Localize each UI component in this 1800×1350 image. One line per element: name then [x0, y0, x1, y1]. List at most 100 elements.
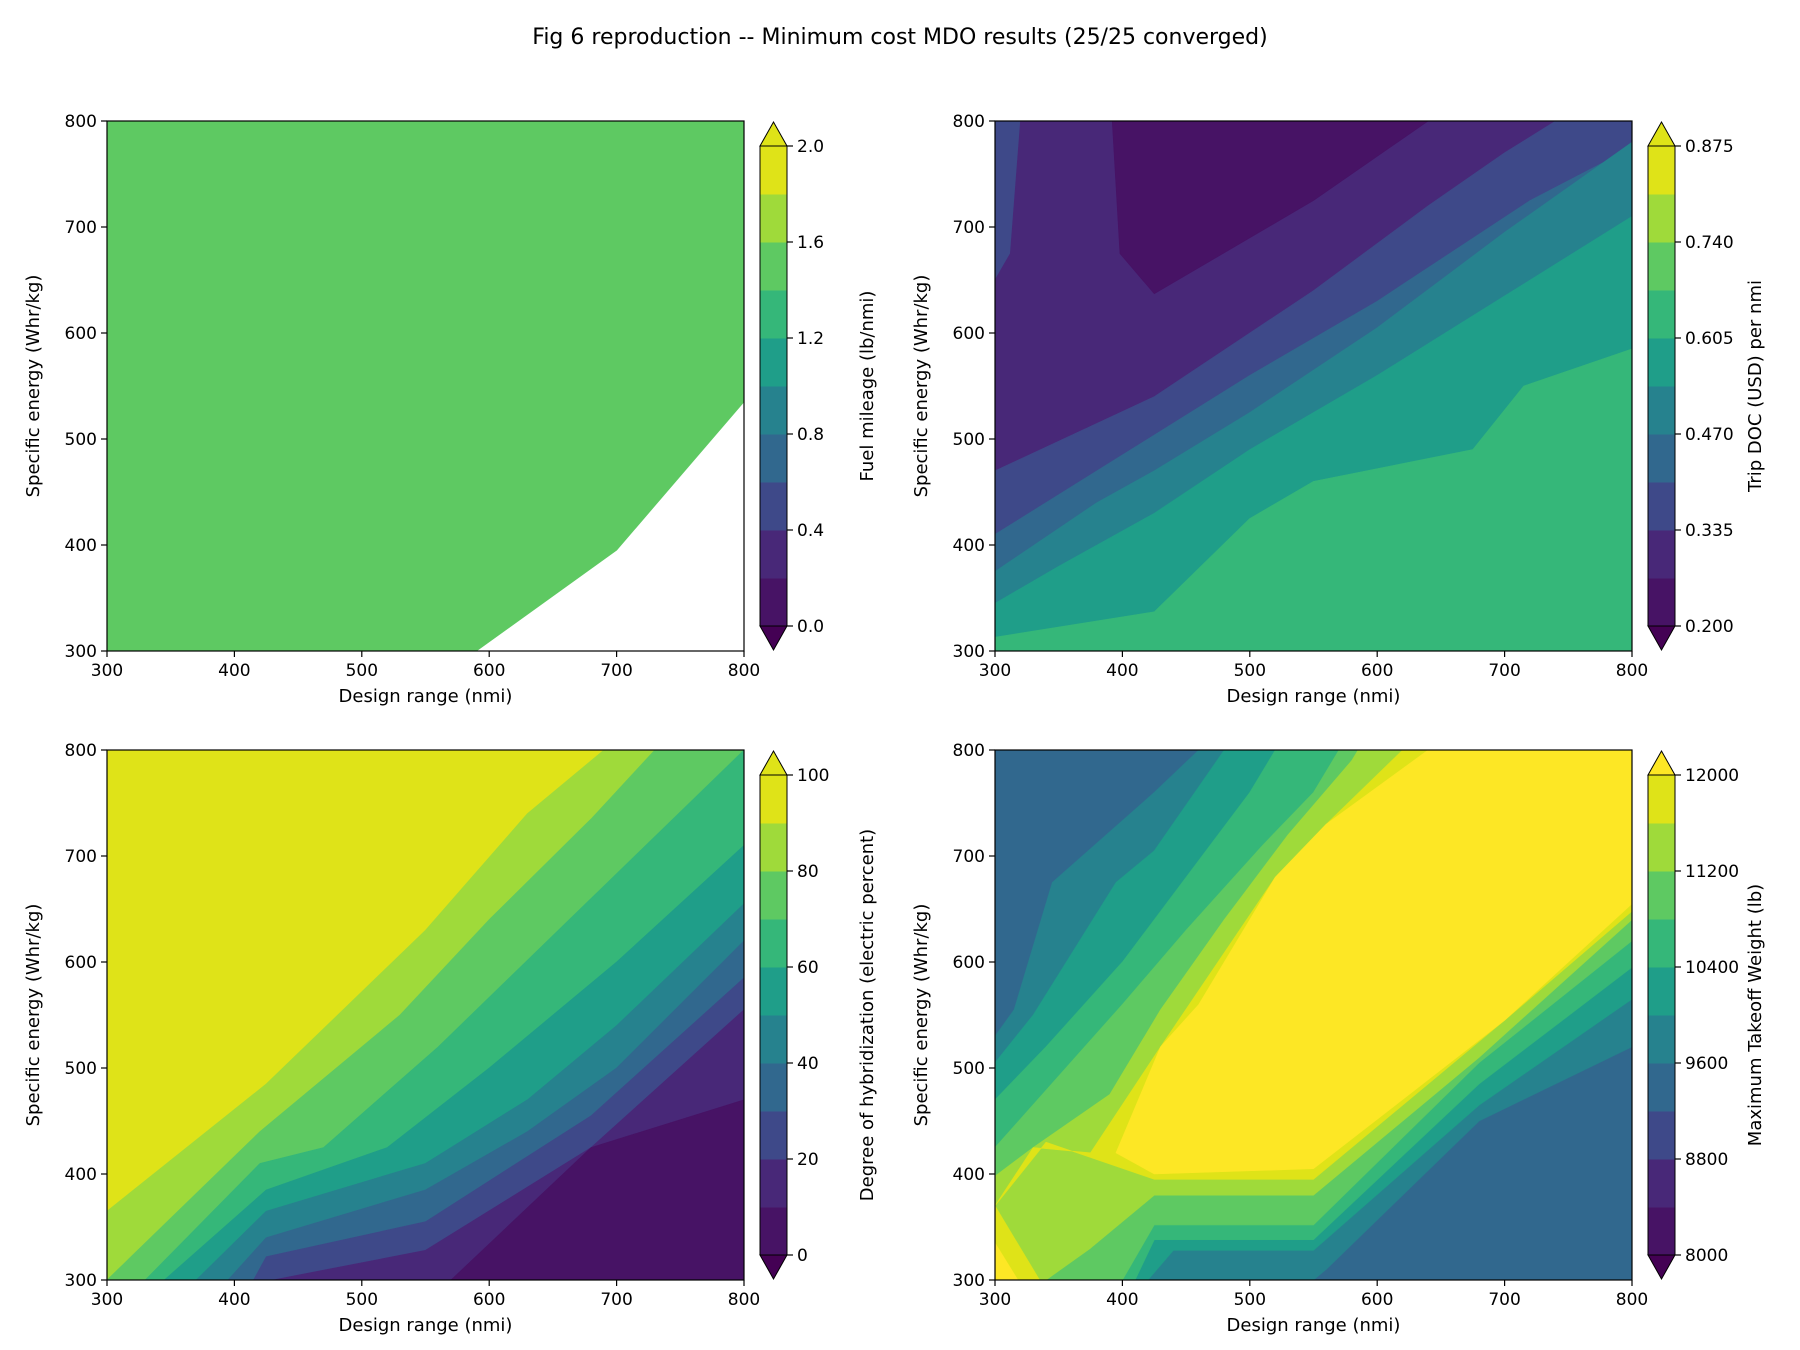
colorbar-band-mtow-1 — [1648, 1159, 1675, 1208]
colorbar-tick-label-doc-0: 0.200 — [1685, 617, 1734, 637]
x-axis-label-fuel: Design range (nmi) — [339, 686, 513, 707]
colorbar-tick-label-hyb-3: 60 — [797, 958, 819, 978]
colorbar-tick-label-mtow-0: 8000 — [1685, 1246, 1728, 1266]
x-tick-label-mtow-0: 300 — [979, 1290, 1011, 1310]
colorbar-band-mtow-0 — [1648, 1207, 1675, 1256]
colorbar-frame-mtow — [1647, 774, 1676, 1256]
x-tick-label-doc-2: 500 — [1234, 661, 1266, 681]
subplot-mtow: 300 400 500 600 700 800 300 400 500 600 700 800 Desi… — [911, 741, 1766, 1336]
x-tick-label-hyb-1: 400 — [218, 1290, 250, 1310]
x-tick-label-fuel-3: 600 — [473, 661, 505, 681]
x-axis-label-doc: Design range (nmi) — [1227, 686, 1401, 707]
colorbar-tick-label-fuel-0: 0.0 — [797, 617, 824, 637]
colorbar-band-hyb-6 — [760, 919, 787, 968]
colorbar-tick-label-mtow-4: 11200 — [1685, 862, 1739, 882]
x-tick-label-hyb-5: 800 — [728, 1290, 760, 1310]
y-tick-label-fuel-0: 300 — [65, 642, 97, 662]
y-tick-label-fuel-5: 800 — [65, 112, 97, 132]
x-tick-label-hyb-3: 600 — [473, 1290, 505, 1310]
colorbar-tick-label-doc-3: 0.605 — [1685, 329, 1734, 349]
colorbar-band-fuel-1 — [760, 530, 787, 579]
x-tick-label-hyb-0: 300 — [91, 1290, 123, 1310]
colorbar-mtow: 8000 8800 9600 10400 11200 12000 Maximum Takeo… — [1647, 749, 1766, 1281]
colorbar-band-doc-8 — [1648, 194, 1675, 243]
contour-band-doc-7 — [995, 348, 1632, 651]
axes-frame-mtow — [994, 749, 1633, 1281]
colorbar-band-fuel-4 — [760, 386, 787, 435]
y-tick-label-doc-5: 800 — [953, 112, 985, 132]
axes-frame-hyb — [106, 749, 745, 1281]
y-tick-label-mtow-2: 500 — [953, 1059, 985, 1079]
colorbar-band-doc-0 — [1648, 578, 1675, 627]
colorbar-tick-label-doc-2: 0.470 — [1685, 425, 1734, 445]
colorbar-tick-label-hyb-1: 20 — [797, 1150, 819, 1170]
colorbar-band-mtow-3 — [1648, 1063, 1675, 1112]
colorbar-tick-label-fuel-5: 2.0 — [797, 137, 824, 157]
y-tick-label-doc-3: 600 — [953, 324, 985, 344]
contour-band-mtow-9 — [995, 1242, 1019, 1280]
contour-band-fuel-6 — [107, 121, 744, 651]
subplot-doc: 300 400 500 600 700 800 300 400 500 600 700 800 Desi… — [911, 112, 1766, 707]
colorbar-tick-label-fuel-3: 1.2 — [797, 329, 824, 349]
x-axis-label-hyb: Design range (nmi) — [339, 1315, 513, 1336]
y-tick-label-mtow-4: 700 — [953, 847, 985, 867]
contour-band-doc-2 — [1111, 121, 1429, 295]
colorbar-band-doc-7 — [1648, 242, 1675, 291]
colorbar-band-doc-9 — [1648, 146, 1675, 195]
y-tick-label-hyb-5: 800 — [65, 741, 97, 761]
colorbar-tick-label-fuel-4: 1.6 — [797, 233, 824, 253]
colorbar-band-hyb-7 — [760, 871, 787, 920]
colorbar-tick-label-doc-4: 0.740 — [1685, 233, 1734, 253]
colorbar-frame-fuel — [759, 145, 788, 627]
y-tick-label-hyb-3: 600 — [65, 953, 97, 973]
figure-title: Fig 6 reproduction -- Minimum cost MDO r… — [532, 25, 1267, 50]
colorbar-band-doc-3 — [1648, 434, 1675, 483]
colorbar-tick-label-fuel-2: 0.8 — [797, 425, 824, 445]
y-tick-label-fuel-2: 500 — [65, 430, 97, 450]
colorbar-band-hyb-1 — [760, 1159, 787, 1208]
colorbar-band-mtow-7 — [1648, 871, 1675, 920]
contour-band-hyb-9 — [450, 1099, 744, 1280]
colorbar-label-fuel: Fuel mileage (lb/nmi) — [857, 291, 878, 482]
colorbar-band-mtow-8 — [1648, 823, 1675, 872]
colorbar-doc: 0.200 0.335 0.470 0.605 0.740 0.875 Trip DOC (… — [1647, 120, 1766, 652]
x-tick-label-fuel-4: 700 — [600, 661, 632, 681]
colorbar-band-doc-5 — [1648, 338, 1675, 387]
y-tick-label-fuel-4: 700 — [65, 218, 97, 238]
colorbar-band-mtow-2 — [1648, 1111, 1675, 1160]
colorbar-band-fuel-3 — [760, 434, 787, 483]
x-tick-label-mtow-5: 800 — [1616, 1290, 1648, 1310]
colorbar-fuel: 0.0 0.4 0.8 1.2 1.6 2.0 Fuel mileage (lb/nmi) — [759, 120, 878, 652]
axes-frame-fuel — [106, 120, 745, 652]
colorbar-label-hyb: Degree of hybridization (electric percen… — [857, 829, 878, 1201]
subplot-fuel: 300 400 500 600 700 800 300 400 500 600 700 800 Desi… — [23, 112, 878, 707]
colorbar-band-mtow-5 — [1648, 967, 1675, 1016]
colorbar-tick-label-doc-1: 0.335 — [1685, 521, 1734, 541]
contour-area-fuel — [107, 121, 744, 651]
colorbar-band-doc-4 — [1648, 386, 1675, 435]
colorbar-band-doc-1 — [1648, 530, 1675, 579]
x-tick-label-fuel-1: 400 — [218, 661, 250, 681]
colorbar-tick-label-mtow-3: 10400 — [1685, 958, 1739, 978]
colorbar-tick-label-hyb-0: 0 — [797, 1246, 808, 1266]
contour-area-mtow — [995, 750, 1632, 1280]
x-tick-label-mtow-4: 700 — [1488, 1290, 1520, 1310]
x-tick-label-fuel-5: 800 — [728, 661, 760, 681]
x-tick-label-fuel-0: 300 — [91, 661, 123, 681]
colorbar-band-mtow-6 — [1648, 919, 1675, 968]
colorbar-frame-doc — [1647, 145, 1676, 627]
colorbar-band-mtow-4 — [1648, 1015, 1675, 1064]
y-tick-label-hyb-2: 500 — [65, 1059, 97, 1079]
x-tick-label-mtow-3: 600 — [1361, 1290, 1393, 1310]
colorbar-tick-label-hyb-5: 100 — [797, 766, 829, 786]
colorbar-tick-label-hyb-2: 40 — [797, 1054, 819, 1074]
colorbar-band-hyb-5 — [760, 967, 787, 1016]
colorbar-band-fuel-0 — [760, 578, 787, 627]
colorbar-hyb: 0 20 40 60 80 100 Degree of hybridization (ele… — [759, 749, 878, 1281]
y-tick-label-hyb-1: 400 — [65, 1165, 97, 1185]
y-axis-label-fuel: Specific energy (Whr/kg) — [23, 275, 44, 498]
colorbar-band-fuel-8 — [760, 194, 787, 243]
y-tick-label-mtow-0: 300 — [953, 1271, 985, 1291]
x-tick-label-fuel-2: 500 — [346, 661, 378, 681]
colorbar-frame-hyb — [759, 774, 788, 1256]
